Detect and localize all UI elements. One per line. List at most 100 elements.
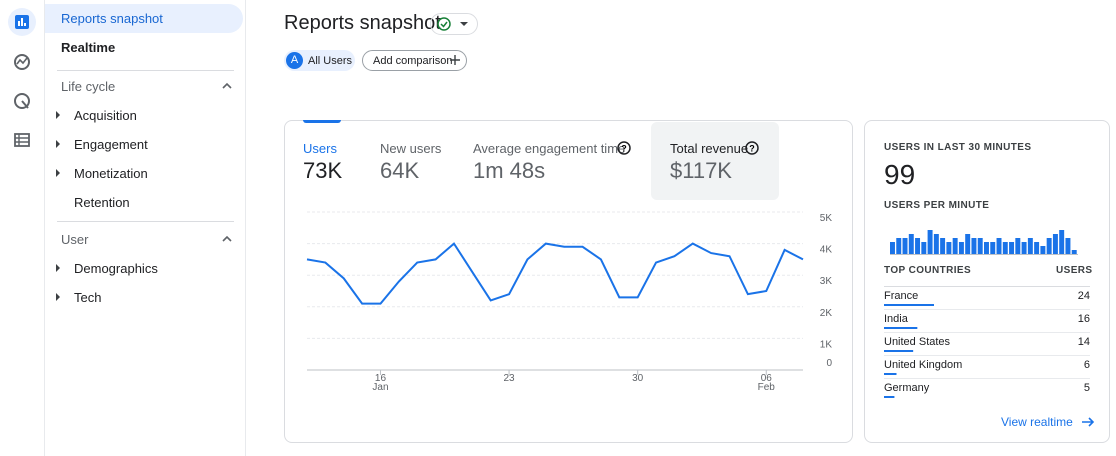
- nav-item[interactable]: Retention: [74, 195, 130, 210]
- y-tick-label: 2K: [820, 308, 833, 319]
- bar: [896, 238, 902, 254]
- metric-value: $117K: [670, 158, 732, 183]
- divider: [57, 70, 234, 71]
- divider: [57, 221, 234, 222]
- bar: [958, 242, 964, 254]
- metric-label[interactable]: New users: [380, 141, 442, 156]
- metric-label[interactable]: Total revenue: [670, 141, 749, 156]
- help-icons: ? ?: [617, 141, 759, 155]
- bar: [984, 242, 989, 254]
- x-tick-label: 06 Feb: [757, 373, 775, 393]
- country-bar: [884, 373, 897, 375]
- bar: [996, 238, 1002, 254]
- status-chip[interactable]: [430, 13, 478, 35]
- country-users: 16: [1077, 313, 1090, 325]
- bar: [940, 238, 946, 254]
- bar: [921, 242, 927, 254]
- country-bar: [884, 396, 895, 398]
- metric-value: 1m 48s: [473, 158, 546, 183]
- bar: [952, 238, 958, 254]
- table-header: TOP COUNTRIES: [884, 265, 972, 276]
- y-tick-label: 3K: [820, 276, 833, 287]
- country-users: 6: [1083, 359, 1090, 371]
- x-tick-label: 30: [632, 373, 644, 384]
- country-users: 24: [1077, 290, 1090, 302]
- add-comparison-label: Add comparison: [373, 55, 453, 67]
- chevron[interactable]: [220, 79, 234, 93]
- bar: [1002, 242, 1008, 254]
- nav-item[interactable]: Demographics: [74, 261, 158, 276]
- status-icons: [437, 17, 468, 31]
- nav-item[interactable]: Monetization: [74, 166, 148, 181]
- nav-item[interactable]: Acquisition: [74, 108, 137, 123]
- country-bar: [884, 350, 914, 352]
- per-minute-title: USERS PER MINUTE: [884, 200, 990, 211]
- bar: [902, 238, 908, 254]
- bar: [1071, 250, 1077, 254]
- nav-section[interactable]: User: [61, 232, 89, 247]
- add-comparison-chip[interactable]: [362, 50, 467, 71]
- bar: [933, 234, 939, 254]
- nav-section[interactable]: Life cycle: [61, 79, 116, 94]
- svg-text:?: ?: [749, 144, 755, 154]
- nav-item[interactable]: Engagement: [74, 137, 148, 152]
- nav-active-bg: [45, 4, 243, 33]
- icon-rail: [0, 0, 45, 456]
- realtime-title: USERS IN LAST 30 MINUTES: [884, 142, 1032, 153]
- rail-icons: [8, 8, 36, 147]
- realtime-value: 99: [884, 159, 916, 190]
- y-tick-label: 4K: [820, 245, 833, 256]
- metric-value: 64K: [380, 158, 420, 183]
- country-bar: [884, 327, 918, 329]
- bar: [965, 234, 971, 254]
- view-realtime-link[interactable]: View realtime: [1001, 415, 1073, 429]
- country-name: Germany: [884, 382, 930, 394]
- country-users: 5: [1083, 382, 1090, 394]
- metric-label[interactable]: Users: [303, 141, 337, 156]
- series-line: [306, 242, 804, 305]
- x-tick-label: 16 Jan: [372, 373, 389, 393]
- bar: [1021, 242, 1027, 254]
- country-users: 14: [1077, 336, 1090, 348]
- segment-avatar: A: [286, 52, 303, 69]
- country-name: United Kingdom: [884, 359, 963, 371]
- bar: [971, 238, 977, 254]
- bar: [1052, 234, 1058, 254]
- plus-icon: [450, 55, 460, 65]
- country-name: France: [884, 290, 919, 302]
- bar: [977, 238, 983, 254]
- country-name: United States: [884, 336, 951, 348]
- bar: [1015, 238, 1021, 254]
- nav-panel: [45, 0, 246, 456]
- y-tick-label: 1K: [820, 339, 833, 350]
- bar: [1034, 242, 1040, 254]
- y-tick-label: 0: [826, 358, 832, 369]
- bar: [890, 242, 895, 254]
- bar: [1065, 238, 1071, 254]
- nav-item[interactable]: Reports snapshot: [61, 11, 163, 26]
- realtime-card: [864, 120, 1110, 443]
- nav-item[interactable]: Tech: [74, 290, 102, 305]
- bar: [990, 242, 996, 254]
- bar: [1009, 242, 1015, 254]
- tab-indicator: [303, 120, 341, 123]
- segment-label: All Users: [308, 55, 353, 67]
- metric-label[interactable]: Average engagement time: [473, 141, 626, 156]
- bar: [927, 230, 933, 254]
- country-name: India: [884, 313, 908, 325]
- bar: [908, 234, 914, 254]
- page-title: Reports snapshot: [284, 12, 441, 34]
- bar: [1059, 230, 1065, 254]
- country-bar: [884, 304, 934, 306]
- nav-item[interactable]: Realtime: [61, 40, 116, 55]
- chevron[interactable]: [220, 232, 234, 246]
- arrow-icon: [1082, 417, 1095, 427]
- x-tick-label: 23: [503, 373, 515, 384]
- bar: [1040, 246, 1046, 254]
- bar: [946, 242, 952, 254]
- tab-highlight: [651, 122, 779, 200]
- y-tick-label: 5K: [820, 213, 833, 224]
- bar: [1046, 238, 1052, 254]
